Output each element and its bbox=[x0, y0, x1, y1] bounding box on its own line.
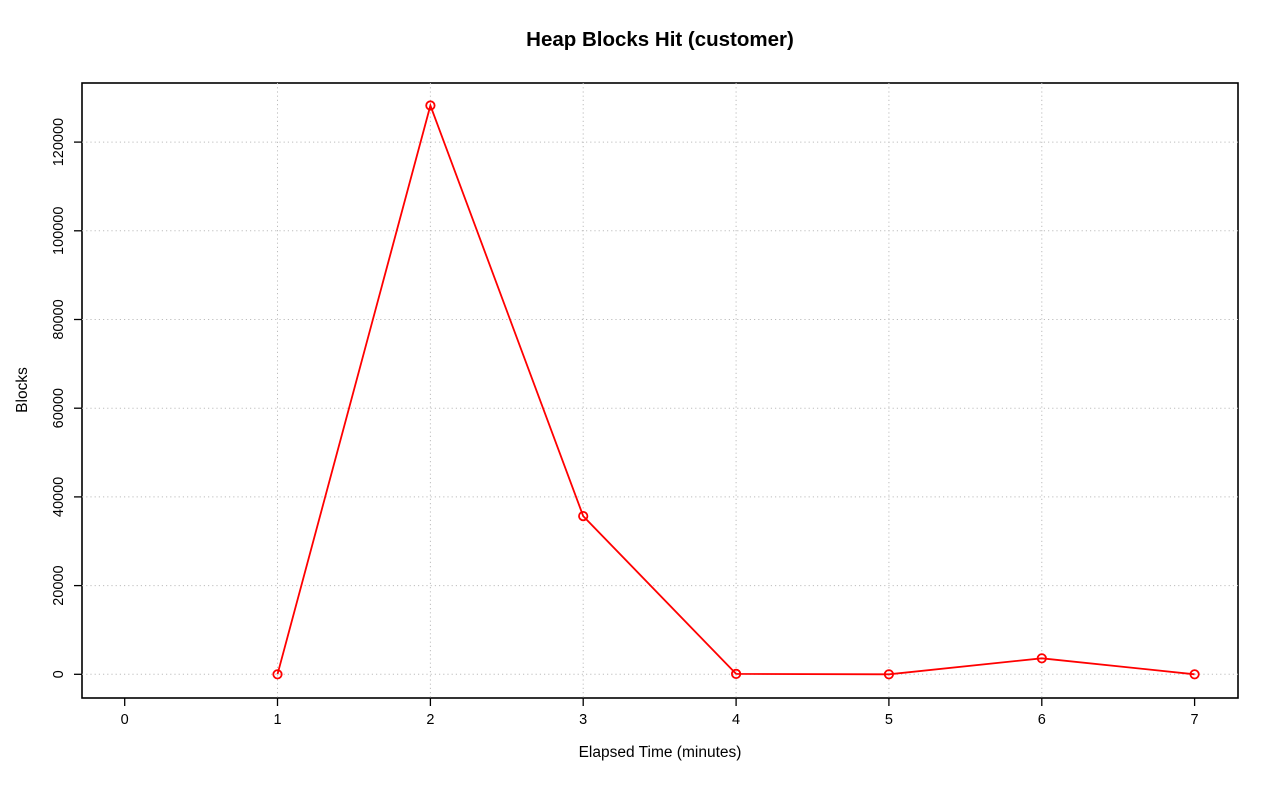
svg-text:20000: 20000 bbox=[51, 565, 67, 605]
svg-text:6: 6 bbox=[1038, 712, 1046, 728]
svg-text:3: 3 bbox=[579, 712, 587, 728]
svg-text:0: 0 bbox=[121, 712, 129, 728]
svg-text:40000: 40000 bbox=[51, 477, 67, 517]
svg-text:4: 4 bbox=[732, 712, 740, 728]
svg-text:60000: 60000 bbox=[51, 388, 67, 428]
svg-text:1: 1 bbox=[273, 712, 281, 728]
svg-text:80000: 80000 bbox=[51, 299, 67, 339]
svg-text:Heap Blocks Hit (customer): Heap Blocks Hit (customer) bbox=[526, 28, 794, 51]
svg-text:120000: 120000 bbox=[51, 118, 67, 166]
svg-text:7: 7 bbox=[1191, 712, 1199, 728]
svg-text:0: 0 bbox=[51, 670, 67, 678]
svg-text:2: 2 bbox=[426, 712, 434, 728]
svg-text:5: 5 bbox=[885, 712, 893, 728]
svg-text:Blocks: Blocks bbox=[14, 367, 31, 413]
svg-text:Elapsed Time (minutes): Elapsed Time (minutes) bbox=[579, 744, 742, 761]
svg-text:100000: 100000 bbox=[51, 207, 67, 255]
